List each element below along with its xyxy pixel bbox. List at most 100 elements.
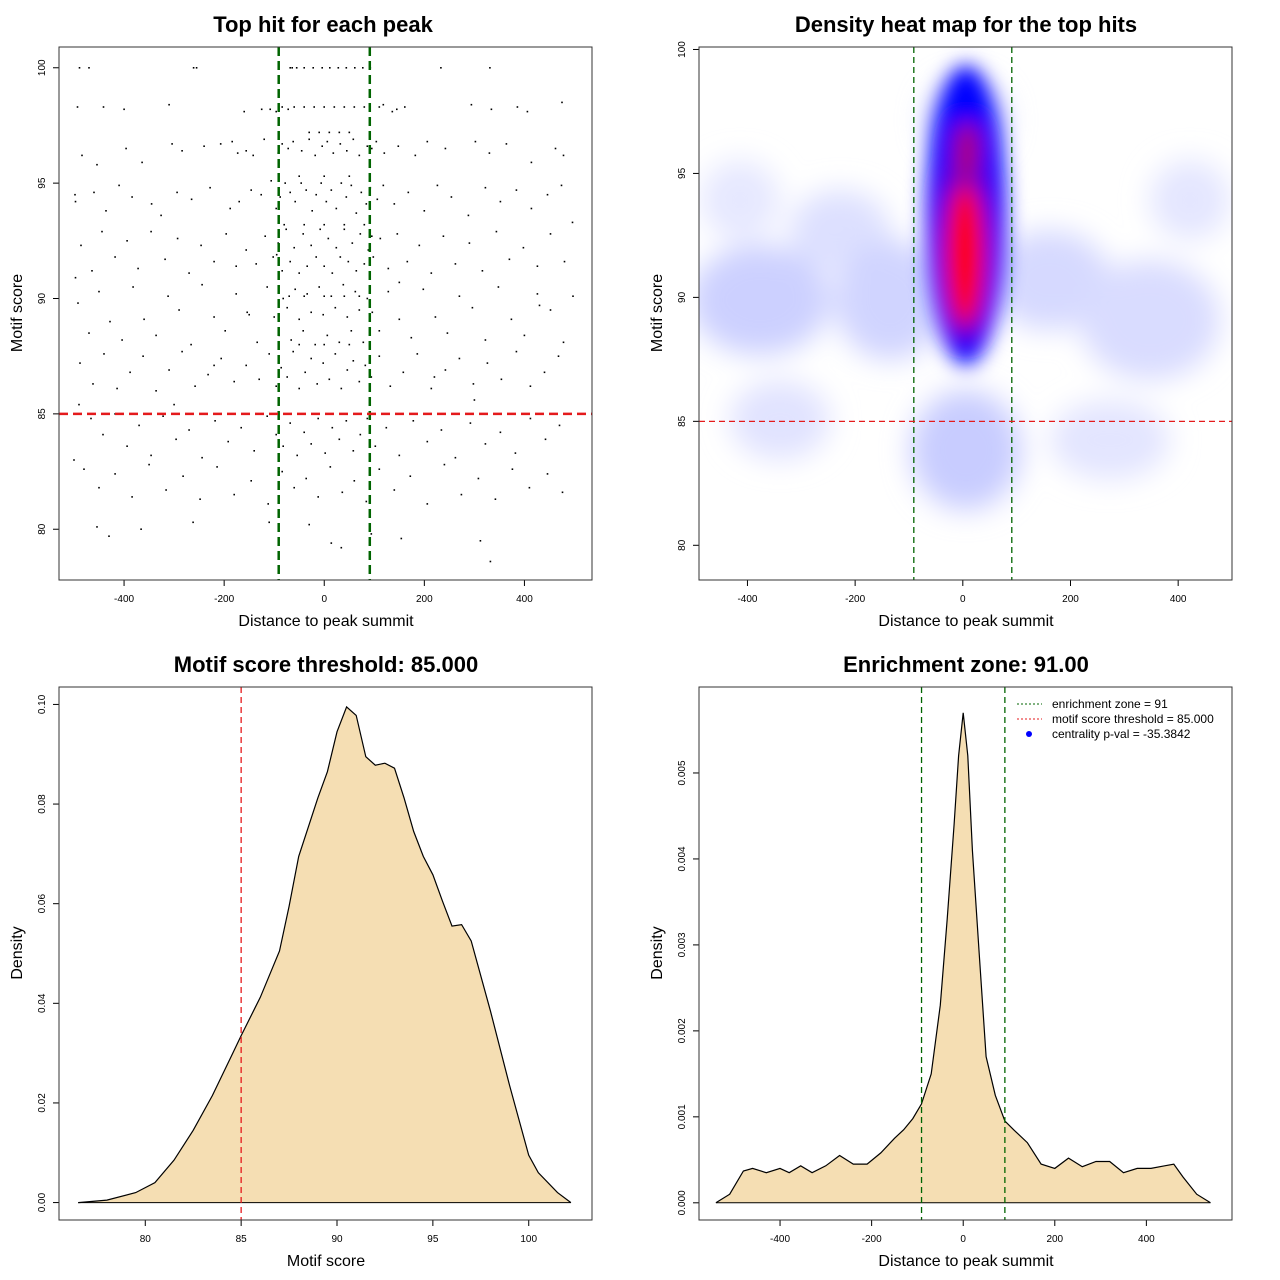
scatter-point (289, 422, 291, 424)
scatter-point (286, 306, 288, 309)
scatter-panel: Top hit for each peak -400 -200 0 200 400 80 8… (9, 12, 593, 630)
scatter-point (557, 355, 560, 357)
scatter-point (418, 244, 421, 247)
scatter-point (398, 318, 401, 321)
scatter-point (328, 131, 331, 134)
heatmap-y-axis-label: Motif score (649, 274, 666, 352)
scatter-point (470, 103, 473, 106)
scatter-point (282, 297, 284, 300)
heatmap-title: Density heat map for the top hits (795, 12, 1137, 37)
heatmap-y-tick-label: 90 (677, 291, 688, 303)
scatter-point (304, 371, 306, 374)
scatter-point (544, 438, 547, 441)
scatter-point (477, 477, 480, 480)
scatter-point (558, 424, 561, 427)
scatter-point (444, 147, 447, 150)
scatter-point (74, 193, 76, 196)
distance-density-plot-area: -400 -200 0 200 400 0.000 0.001 0.002 0.003 0.004… (677, 687, 1211, 1245)
score-density-x-axis-label: Motif score (287, 1253, 365, 1270)
scatter-point (372, 256, 375, 258)
scatter-point (508, 258, 511, 261)
scatter-point (303, 431, 305, 434)
scatter-point (258, 378, 260, 381)
legend-swatch-centrality (1026, 731, 1032, 737)
scatter-point (236, 152, 239, 154)
scatter-point (305, 189, 307, 191)
scatter-point (288, 295, 290, 297)
scatter-point (358, 380, 361, 383)
scatter-point (102, 433, 104, 436)
score-density-y-axis-label: Density (9, 926, 26, 979)
score-density-y-tick-label: 0.06 (37, 894, 48, 914)
scatter-point (213, 364, 215, 367)
scatter-point (320, 182, 322, 184)
scatter-point (511, 468, 514, 470)
score-density-x-tick-label: 95 (427, 1234, 439, 1245)
scatter-point (142, 355, 144, 357)
scatter-point (140, 528, 142, 530)
scatter-point (98, 290, 100, 293)
scatter-point (88, 332, 90, 334)
scatter-point (530, 207, 533, 210)
scatter-point (164, 258, 166, 261)
scatter-point (162, 415, 164, 417)
scatter-point (486, 362, 489, 364)
scatter-point (126, 240, 128, 242)
distance-density-x-tick-label: 0 (960, 1234, 966, 1245)
scatter-point (450, 196, 453, 198)
scatter-point (298, 272, 300, 274)
scatter-point (155, 390, 157, 392)
scatter-point (255, 263, 257, 265)
scatter-point (337, 67, 340, 69)
scatter-point (303, 106, 305, 108)
scatter-point (426, 140, 429, 143)
scatter-point (268, 353, 270, 355)
scatter-point (409, 475, 412, 477)
scatter-point (546, 473, 549, 475)
legend-centrality-label: centrality p-val = -35.3842 (1052, 727, 1191, 741)
scatter-plot-area: -400 -200 0 200 400 80 85 90 95 100 (37, 47, 592, 605)
scatter-point (131, 196, 133, 198)
scatter-point (176, 191, 178, 194)
scatter-point (327, 237, 330, 240)
scatter-x-tick-label: 0 (321, 594, 327, 605)
scatter-point (346, 150, 348, 152)
scatter-point (188, 429, 190, 431)
scatter-point (150, 203, 153, 205)
scatter-point (253, 450, 255, 452)
scatter-y-tick-label: 95 (37, 177, 48, 189)
scatter-point (398, 281, 401, 284)
scatter-point (549, 233, 552, 235)
scatter-point (314, 343, 316, 346)
scatter-point (118, 184, 120, 187)
scatter-point (298, 175, 300, 177)
scatter-point (316, 383, 318, 385)
scatter-point (335, 207, 338, 210)
score-density-density-curve (78, 705, 572, 1204)
distance-density-frame (698, 686, 1233, 1221)
scatter-point (387, 290, 390, 293)
scatter-point (543, 371, 546, 374)
scatter-point (378, 355, 381, 357)
scatter-point (342, 283, 345, 286)
scatter-point (132, 286, 134, 288)
scatter-point (549, 309, 552, 311)
scatter-point (194, 385, 196, 387)
scatter-point (275, 385, 277, 387)
scatter-point (331, 272, 334, 274)
scatter-point (396, 108, 398, 111)
scatter-point (317, 417, 319, 420)
scatter-point (561, 491, 564, 494)
scatter-point (225, 233, 227, 235)
scatter-point (458, 295, 461, 297)
scatter-point (260, 108, 263, 111)
scatter-point (499, 200, 502, 203)
scatter-point (351, 242, 354, 244)
scatter-point (168, 103, 170, 106)
scatter-point (389, 385, 392, 387)
distance-density-x-tick-label: 400 (1138, 1234, 1155, 1245)
scatter-point (171, 143, 173, 145)
scatter-point (275, 110, 277, 113)
scatter-point (328, 378, 331, 381)
scatter-point (78, 67, 81, 69)
